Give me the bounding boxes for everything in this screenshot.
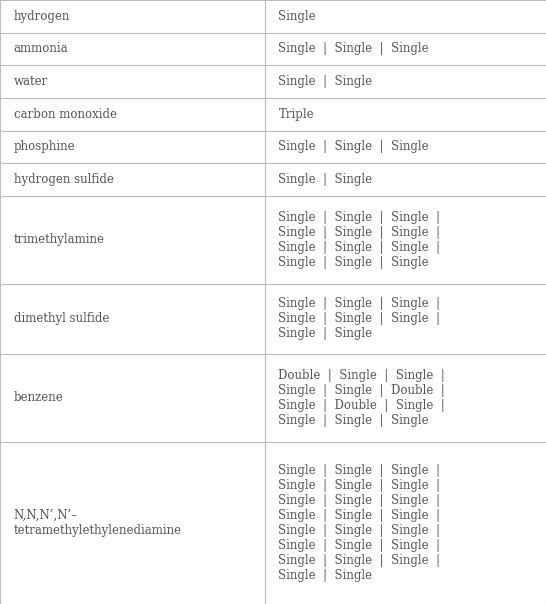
Text: trimethylamine: trimethylamine (14, 234, 105, 246)
Text: Single  |  Single  |  Single: Single | Single | Single (278, 140, 429, 153)
Text: Single  |  Single  |  Single  |
Single  |  Single  |  Single  |
Single  |  Singl: Single | Single | Single | Single | Sing… (278, 297, 441, 341)
Text: hydrogen: hydrogen (14, 10, 70, 23)
Text: carbon monoxide: carbon monoxide (14, 108, 117, 121)
Text: Triple: Triple (278, 108, 314, 121)
Text: Double  |  Single  |  Single  |
Single  |  Single  |  Double  |
Single  |  Doubl: Double | Single | Single | Single | Sing… (278, 369, 445, 427)
Text: ammonia: ammonia (14, 42, 68, 56)
Text: benzene: benzene (14, 391, 63, 404)
Text: Single  |  Single: Single | Single (278, 173, 372, 186)
Text: Single  |  Single: Single | Single (278, 75, 372, 88)
Text: hydrogen sulfide: hydrogen sulfide (14, 173, 114, 186)
Text: dimethyl sulfide: dimethyl sulfide (14, 312, 109, 326)
Text: Single  |  Single  |  Single  |
Single  |  Single  |  Single  |
Single  |  Singl: Single | Single | Single | Single | Sing… (278, 211, 441, 269)
Text: Single  |  Single  |  Single: Single | Single | Single (278, 42, 429, 56)
Text: phosphine: phosphine (14, 140, 75, 153)
Text: N,N,N’,N’–
tetramethylethylenediamine: N,N,N’,N’– tetramethylethylenediamine (14, 509, 182, 537)
Text: water: water (14, 75, 48, 88)
Text: Single  |  Single  |  Single  |
Single  |  Single  |  Single  |
Single  |  Singl: Single | Single | Single | Single | Sing… (278, 464, 441, 582)
Text: Single: Single (278, 10, 316, 23)
